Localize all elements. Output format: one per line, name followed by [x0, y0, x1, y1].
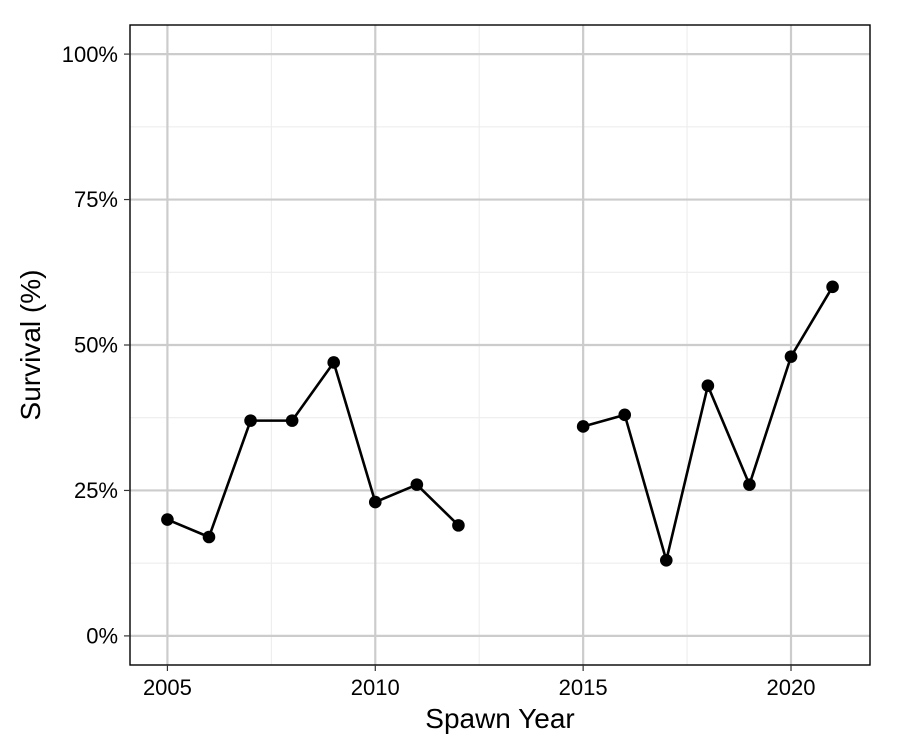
- chart-container: 2005 2010 2015 2020 0% 25% 50% 75% 100% Spawn Yea…: [0, 0, 900, 750]
- data-point: [452, 519, 465, 532]
- data-point: [203, 531, 216, 544]
- data-point: [286, 414, 299, 427]
- y-tick-label: 0%: [86, 624, 118, 649]
- x-tick-label: 2020: [767, 675, 816, 700]
- data-point: [660, 554, 673, 567]
- x-axis-title: Spawn Year: [425, 703, 574, 734]
- x-tick-label: 2015: [559, 675, 608, 700]
- data-point: [369, 496, 382, 509]
- data-point: [577, 420, 590, 433]
- data-point: [618, 409, 631, 422]
- x-tick-label: 2005: [143, 675, 192, 700]
- data-point: [161, 513, 174, 526]
- data-point: [743, 478, 756, 491]
- y-tick-label: 25%: [74, 478, 118, 503]
- data-point: [411, 478, 424, 491]
- data-point: [244, 414, 257, 427]
- data-point: [327, 356, 340, 369]
- survival-chart: 2005 2010 2015 2020 0% 25% 50% 75% 100% Spawn Yea…: [0, 0, 900, 750]
- y-axis-title: Survival (%): [15, 270, 46, 421]
- data-point: [785, 350, 798, 363]
- y-tick-label: 75%: [74, 187, 118, 212]
- y-tick-label: 100%: [62, 42, 118, 67]
- y-tick-label: 50%: [74, 333, 118, 358]
- data-point: [702, 379, 715, 392]
- x-tick-label: 2010: [351, 675, 400, 700]
- data-point: [826, 281, 839, 294]
